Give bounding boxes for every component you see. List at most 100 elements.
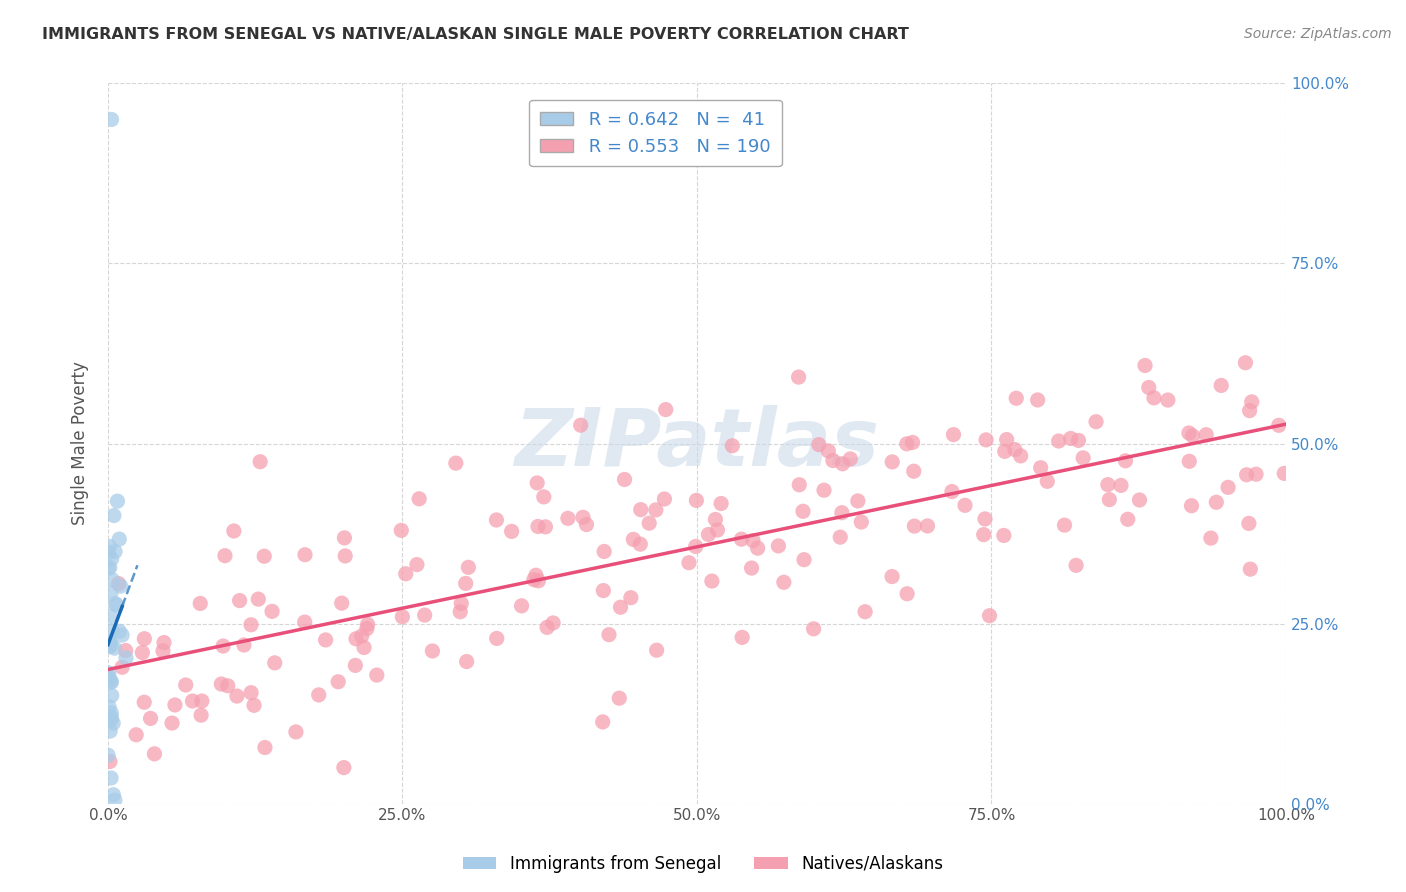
Point (240, 686, 263, 700)
Point (104, 544, 127, 558)
Point (593, 544, 616, 558)
Point (994, 444, 1017, 458)
Point (308, 688, 330, 702)
Point (97, 545, 120, 559)
Point (98, 755, 121, 769)
Point (721, 439, 744, 453)
Point (457, 560, 479, 574)
Point (1272, 467, 1295, 481)
Point (1137, 380, 1160, 394)
Point (315, 632, 337, 647)
Point (592, 583, 614, 598)
Point (222, 524, 245, 538)
Point (678, 556, 700, 570)
Point (628, 537, 651, 551)
Point (217, 679, 239, 693)
Point (115, 651, 138, 665)
Point (247, 592, 270, 607)
Point (97, 748, 120, 763)
Point (100, 674, 122, 689)
Point (607, 691, 630, 706)
Point (613, 473, 636, 487)
Point (366, 668, 388, 682)
Legend: Immigrants from Senegal, Natives/Alaskans: Immigrants from Senegal, Natives/Alaskan… (457, 848, 949, 880)
Point (742, 533, 765, 548)
Point (896, 437, 918, 451)
Point (105, 598, 128, 612)
Point (846, 494, 869, 508)
Point (807, 437, 830, 451)
Point (1240, 395, 1263, 409)
Point (413, 608, 436, 623)
Point (260, 604, 283, 618)
Point (882, 455, 904, 469)
Point (839, 452, 862, 467)
Point (685, 493, 707, 508)
Point (575, 517, 598, 532)
Point (1181, 429, 1204, 443)
Point (830, 530, 852, 544)
Point (100, 710, 122, 724)
Point (1005, 391, 1028, 405)
Point (294, 548, 316, 562)
Point (1195, 427, 1218, 442)
Point (697, 527, 720, 541)
Point (408, 491, 430, 506)
Point (100, 675, 122, 690)
Point (103, 641, 125, 656)
Point (880, 569, 903, 583)
Point (294, 615, 316, 629)
Point (98, 673, 121, 687)
Point (226, 689, 249, 703)
Point (104, 597, 127, 611)
Point (191, 694, 214, 708)
Point (803, 622, 825, 636)
Point (644, 503, 666, 517)
Point (903, 519, 925, 533)
Point (592, 714, 614, 729)
Text: IMMIGRANTS FROM SENEGAL VS NATIVE/ALASKAN SINGLE MALE POVERTY CORRELATION CHART: IMMIGRANTS FROM SENEGAL VS NATIVE/ALASKA… (42, 27, 910, 42)
Point (704, 512, 727, 526)
Point (572, 510, 595, 524)
Point (110, 579, 132, 593)
Point (901, 435, 924, 450)
Point (831, 457, 853, 471)
Point (101, 573, 124, 587)
Point (1060, 432, 1083, 446)
Point (344, 632, 367, 646)
Point (793, 552, 815, 566)
Point (787, 477, 810, 491)
Point (240, 617, 263, 632)
Point (406, 558, 429, 572)
Point (524, 568, 547, 582)
Point (97, 665, 120, 680)
Point (335, 549, 357, 563)
Point (114, 643, 136, 657)
Point (536, 620, 558, 634)
Point (654, 491, 676, 506)
Point (1097, 477, 1119, 491)
Point (103, 716, 125, 731)
Point (107, 576, 129, 591)
Point (1237, 516, 1260, 531)
Point (917, 519, 939, 533)
Point (1036, 475, 1059, 489)
Point (523, 573, 546, 587)
Point (941, 484, 963, 499)
Point (139, 711, 162, 725)
Point (98, 609, 121, 624)
Point (1115, 454, 1137, 468)
Point (391, 609, 413, 624)
Point (188, 597, 211, 611)
Point (569, 418, 592, 433)
Point (100, 771, 122, 785)
Point (993, 528, 1015, 542)
Point (501, 524, 523, 539)
Point (209, 677, 232, 691)
Point (773, 575, 796, 590)
Point (328, 674, 350, 689)
Point (741, 561, 763, 575)
Point (98, 699, 121, 714)
Point (1085, 415, 1108, 429)
Point (143, 747, 166, 761)
